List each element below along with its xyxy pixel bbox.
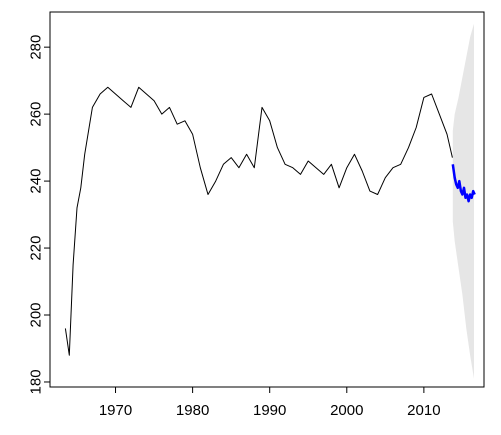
plot-frame (49, 11, 485, 388)
x-tick-label: 1970 (99, 402, 132, 419)
x-tick-label: 1990 (253, 402, 286, 419)
y-tick-label: 280 (28, 35, 45, 60)
y-tick-label: 220 (28, 236, 45, 261)
x-tick-label: 2010 (407, 402, 440, 419)
forecast-interval-band (452, 23, 474, 379)
y-tick-label: 200 (28, 302, 45, 327)
y-tick-label: 180 (28, 369, 45, 394)
y-tick-label: 240 (28, 169, 45, 194)
x-tick-label: 1980 (176, 402, 209, 419)
y-tick-label: 260 (28, 102, 45, 127)
series-line-observed (64, 86, 453, 356)
x-tick-label: 2000 (330, 402, 363, 419)
